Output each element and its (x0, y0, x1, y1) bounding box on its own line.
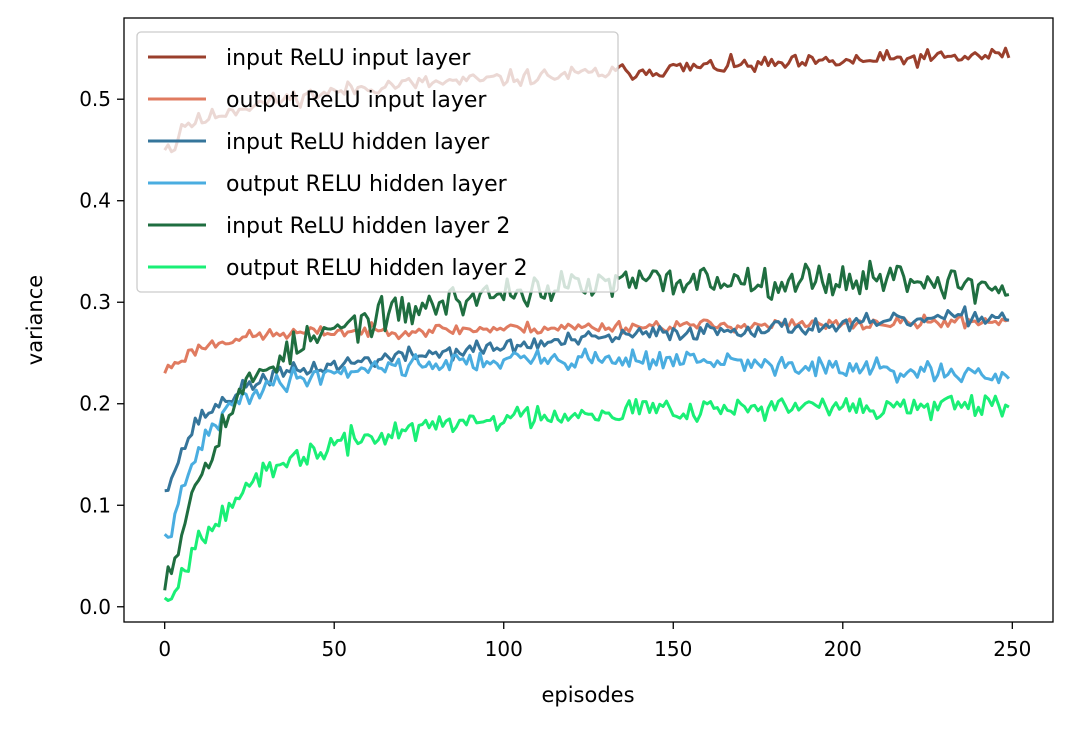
y-axis: 0.0 0.1 0.2 0.3 0.4 0.5 (79, 87, 124, 619)
y-tick-label: 0.3 (79, 290, 111, 314)
series-line-5 (163, 259, 1010, 591)
x-tick-label: 200 (824, 637, 862, 661)
y-axis-label: variance (23, 275, 47, 365)
series-line-6 (163, 393, 1010, 602)
x-tick-label: 100 (485, 637, 523, 661)
x-tick-label: 50 (321, 637, 346, 661)
x-axis-label: episodes (541, 683, 634, 707)
y-tick-label: 0.5 (79, 87, 111, 111)
legend-label: output ReLU input layer (226, 88, 487, 113)
series-line-3 (164, 305, 1010, 493)
y-tick-label: 0.0 (79, 595, 111, 619)
x-tick-label: 0 (158, 637, 171, 661)
legend-label: output RELU hidden layer (226, 172, 508, 197)
x-axis: 0 50 100 150 200 250 (158, 622, 1031, 661)
legend-label: output RELU hidden layer 2 (226, 256, 528, 281)
x-tick-label: 250 (993, 637, 1031, 661)
y-tick-label: 0.2 (79, 392, 111, 416)
legend-label: input ReLU input layer (226, 46, 471, 71)
plot-frame (123, 17, 1054, 623)
x-tick-label: 150 (654, 637, 692, 661)
legend: input ReLU input layer output ReLU input … (136, 31, 619, 293)
legend-label: input ReLU hidden layer (226, 130, 490, 155)
y-tick-label: 0.4 (79, 189, 111, 213)
legend-label: input ReLU hidden layer 2 (226, 214, 510, 239)
y-tick-label: 0.1 (79, 493, 111, 517)
series-line-4 (163, 347, 1010, 539)
legend-box (136, 31, 619, 293)
